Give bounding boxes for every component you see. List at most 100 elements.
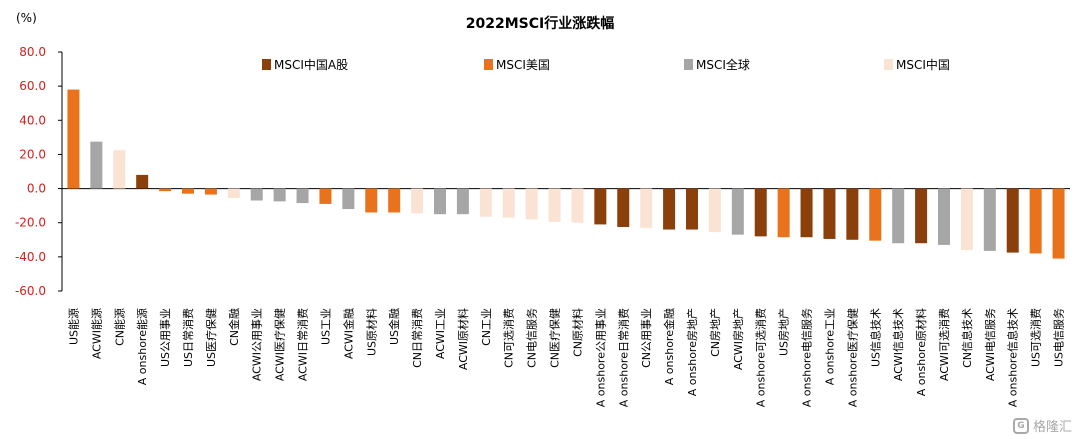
- y-tick-label: -20.0: [15, 216, 46, 230]
- x-tick-label: A onshore原材料: [914, 308, 928, 396]
- legend-label: MSCI全球: [696, 57, 750, 72]
- bar: [754, 188, 767, 237]
- legend: MSCI中国A股 MSCI美国 MSCI全球 MSCI中国: [262, 57, 950, 72]
- y-tick-label: -40.0: [15, 250, 46, 264]
- x-tick-label: CN日常消费: [410, 308, 424, 368]
- bar: [915, 188, 928, 244]
- bar: [182, 188, 194, 194]
- x-tick-label: A onshore可选消费: [754, 308, 768, 407]
- bar: [983, 188, 996, 251]
- bar: [159, 188, 172, 192]
- bar: [708, 188, 721, 233]
- x-tick-label: ACWI日常消费: [296, 308, 310, 381]
- x-tick-label: US医疗保健: [204, 308, 218, 367]
- bar: [250, 188, 263, 201]
- x-tick-label: ACWI金融: [341, 308, 355, 359]
- legend-label: MSCI美国: [496, 58, 550, 72]
- y-tick-label: -60.0: [15, 284, 46, 298]
- x-tick-label: US信息技术: [868, 308, 882, 367]
- legend-label: MSCI中国A股: [274, 57, 348, 72]
- bar: [731, 188, 744, 235]
- bar: [525, 188, 538, 220]
- bar: [640, 188, 653, 228]
- legend-swatch: [684, 59, 693, 70]
- bar: [617, 188, 630, 227]
- x-tick-label: CN电信服务: [526, 308, 539, 368]
- bar: [571, 188, 584, 223]
- x-tick-label: US房地产: [777, 308, 791, 356]
- bar: [113, 150, 126, 189]
- legend-item: MSCI美国: [484, 58, 550, 72]
- bar: [960, 188, 973, 251]
- watermark-text: 格隆汇: [1032, 420, 1072, 435]
- legend-item: MSCI中国: [884, 57, 950, 72]
- x-tick-label: US可选消费: [1029, 308, 1043, 367]
- x-tick-label: CN能源: [112, 308, 126, 346]
- bar: [1052, 188, 1065, 259]
- bar: [411, 188, 424, 214]
- x-tick-label: A onshore工业: [823, 308, 836, 385]
- x-tick-label: A onshore房地产: [685, 308, 699, 396]
- bar: [479, 188, 492, 217]
- x-tick-label: ACWI能源: [89, 308, 103, 359]
- x-tick-label: ACWI电信服务: [984, 308, 997, 381]
- bar: [846, 188, 859, 240]
- legend-swatch: [262, 59, 271, 70]
- x-tick-label: A onshore医疗保健: [845, 308, 859, 407]
- bar: [1029, 188, 1042, 254]
- x-tick-label: A onshore日常消费: [616, 308, 630, 407]
- bar: [548, 188, 561, 222]
- x-tick-label: CN公用事业: [640, 308, 653, 368]
- bar: [365, 188, 378, 213]
- x-tick-label: ACWI公用事业: [251, 308, 264, 381]
- bar: [1006, 188, 1019, 253]
- x-tick-label: CN医疗保健: [548, 308, 562, 368]
- legend-label: MSCI中国: [896, 57, 950, 72]
- bar: [227, 188, 240, 198]
- bar: [90, 141, 103, 189]
- bar: [204, 188, 217, 195]
- x-tick-label: CN房地产: [708, 308, 722, 357]
- bar: [456, 188, 469, 215]
- x-tick-label: A onshore电信服务: [801, 308, 814, 407]
- y-axis: 80.0 60.0 40.0 20.0 0.0 -20.0 -40.0 -60.0: [15, 45, 1070, 298]
- x-tick-label: CN金融: [227, 308, 241, 346]
- chart-title: 2022MSCI行业涨跌幅: [466, 15, 614, 32]
- bar: [892, 188, 905, 244]
- bar: [434, 188, 446, 215]
- x-tick-label: US电信服务: [1053, 308, 1066, 367]
- bar: [319, 188, 332, 204]
- legend-item: MSCI中国A股: [262, 57, 348, 72]
- x-tick-label: US工业: [319, 308, 332, 345]
- x-tick-label: US公用事业: [159, 308, 172, 367]
- bar: [800, 188, 813, 238]
- x-tick-label: A onshore信息技术: [1006, 308, 1020, 407]
- x-axis: US能源 ACWI能源 CN能源 A onshore能源 US公用事业 US日常消费 US医…: [66, 308, 1065, 407]
- bar: [777, 188, 790, 238]
- bars: [67, 89, 1065, 259]
- legend-swatch: [884, 59, 893, 70]
- y-tick-label: 20.0: [19, 147, 46, 161]
- watermark: G 格隆汇: [1012, 416, 1072, 435]
- bar: [823, 188, 836, 239]
- x-tick-label: ACWI信息技术: [891, 308, 905, 381]
- x-tick-label: CN工业: [480, 308, 493, 346]
- bar: [869, 188, 882, 241]
- x-tick-label: ACWI房地产: [731, 308, 745, 370]
- x-tick-label: ACWI工业: [434, 308, 447, 359]
- watermark-logo-icon: G: [1012, 417, 1029, 434]
- y-tick-label: 60.0: [19, 79, 46, 93]
- x-tick-label: A onshore金融: [662, 308, 676, 385]
- bar: [136, 174, 149, 189]
- bar: [502, 188, 515, 218]
- bar: [67, 89, 80, 189]
- bar: [388, 188, 401, 213]
- legend-swatch: [484, 59, 493, 70]
- bar: [663, 188, 676, 230]
- bar: [296, 188, 309, 204]
- y-axis-unit: (%): [16, 11, 37, 25]
- y-tick-label: 80.0: [19, 45, 46, 59]
- bar: [273, 188, 286, 202]
- x-tick-label: US原材料: [364, 308, 378, 356]
